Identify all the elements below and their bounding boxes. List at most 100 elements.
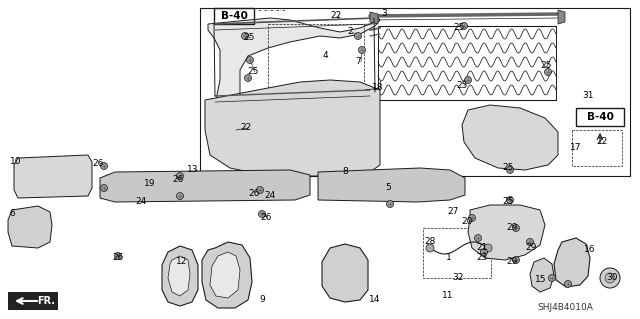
Text: 3: 3: [381, 10, 387, 19]
Circle shape: [259, 211, 266, 218]
Text: B-40: B-40: [221, 11, 248, 21]
Text: 12: 12: [176, 257, 188, 266]
Text: 25: 25: [540, 62, 552, 70]
Text: 31: 31: [582, 92, 594, 100]
Polygon shape: [530, 258, 554, 292]
Text: 26: 26: [260, 213, 272, 222]
Text: 25: 25: [247, 68, 259, 77]
Text: 23: 23: [476, 254, 488, 263]
Polygon shape: [318, 168, 465, 202]
Circle shape: [241, 33, 248, 40]
Polygon shape: [558, 10, 565, 24]
Circle shape: [484, 244, 492, 252]
Circle shape: [177, 173, 184, 180]
Polygon shape: [208, 18, 380, 174]
Text: 10: 10: [10, 158, 22, 167]
Polygon shape: [100, 170, 310, 202]
Circle shape: [600, 268, 620, 288]
Polygon shape: [554, 238, 590, 287]
Text: 20: 20: [461, 218, 473, 226]
Circle shape: [115, 253, 122, 259]
Circle shape: [506, 167, 513, 174]
Bar: [572, 130, 622, 166]
Polygon shape: [14, 155, 92, 198]
Text: 32: 32: [452, 273, 464, 283]
Text: 29: 29: [525, 243, 537, 253]
Text: 22: 22: [596, 137, 607, 146]
Polygon shape: [468, 205, 545, 260]
Circle shape: [358, 47, 365, 54]
Text: 28: 28: [424, 238, 436, 247]
Circle shape: [426, 244, 434, 252]
Polygon shape: [205, 80, 380, 176]
Text: 4: 4: [322, 50, 328, 60]
Circle shape: [481, 249, 488, 256]
Polygon shape: [162, 246, 198, 306]
Text: FR.: FR.: [37, 296, 55, 306]
Circle shape: [100, 184, 108, 191]
Circle shape: [177, 192, 184, 199]
Circle shape: [387, 201, 394, 207]
Text: 30: 30: [606, 273, 618, 283]
Circle shape: [244, 75, 252, 81]
Circle shape: [474, 234, 481, 241]
Circle shape: [548, 275, 556, 281]
Text: 26: 26: [92, 159, 104, 167]
Bar: [200, 8, 630, 176]
Text: 29: 29: [506, 257, 518, 266]
Text: 17: 17: [570, 144, 582, 152]
Text: 6: 6: [9, 209, 15, 218]
Text: 29: 29: [506, 224, 518, 233]
Text: 14: 14: [369, 295, 381, 305]
Circle shape: [246, 56, 253, 63]
Text: SHJ4B4010A: SHJ4B4010A: [537, 303, 593, 313]
Text: 22: 22: [330, 11, 342, 20]
Text: 26: 26: [248, 189, 260, 198]
Text: 26: 26: [172, 175, 184, 184]
Polygon shape: [210, 252, 240, 298]
Circle shape: [461, 23, 467, 29]
Text: B-40: B-40: [587, 112, 613, 122]
Polygon shape: [462, 105, 558, 170]
Bar: [214, 8, 254, 24]
Text: 25: 25: [502, 197, 514, 206]
Text: 16: 16: [584, 246, 596, 255]
Circle shape: [465, 77, 472, 84]
Text: 18: 18: [372, 84, 384, 93]
Text: 27: 27: [447, 207, 459, 217]
Polygon shape: [202, 242, 252, 308]
Circle shape: [513, 225, 520, 232]
Text: 9: 9: [259, 295, 265, 305]
Text: 25: 25: [243, 33, 255, 42]
Text: 2: 2: [347, 27, 353, 36]
Text: 13: 13: [188, 166, 199, 174]
Text: 25: 25: [453, 24, 465, 33]
Circle shape: [527, 239, 534, 246]
Circle shape: [355, 33, 362, 40]
Polygon shape: [168, 256, 190, 296]
Text: 5: 5: [385, 183, 391, 192]
Circle shape: [257, 187, 264, 194]
Text: 24: 24: [264, 191, 276, 201]
Text: 19: 19: [144, 179, 156, 188]
Text: 26: 26: [112, 254, 124, 263]
Circle shape: [545, 69, 552, 76]
Polygon shape: [8, 206, 52, 248]
Bar: [268, 24, 364, 118]
Text: 15: 15: [535, 276, 547, 285]
Text: 11: 11: [442, 292, 454, 300]
Text: 1: 1: [446, 254, 452, 263]
Text: 7: 7: [355, 57, 361, 66]
Circle shape: [468, 214, 476, 221]
Text: 25: 25: [502, 164, 514, 173]
FancyBboxPatch shape: [8, 292, 58, 310]
Circle shape: [564, 280, 572, 287]
Text: 24: 24: [136, 197, 147, 206]
Circle shape: [100, 162, 108, 169]
Polygon shape: [370, 12, 378, 24]
Text: 22: 22: [241, 123, 252, 132]
Bar: [576, 108, 624, 126]
Circle shape: [506, 197, 513, 204]
Text: 8: 8: [342, 167, 348, 176]
Circle shape: [513, 256, 520, 263]
